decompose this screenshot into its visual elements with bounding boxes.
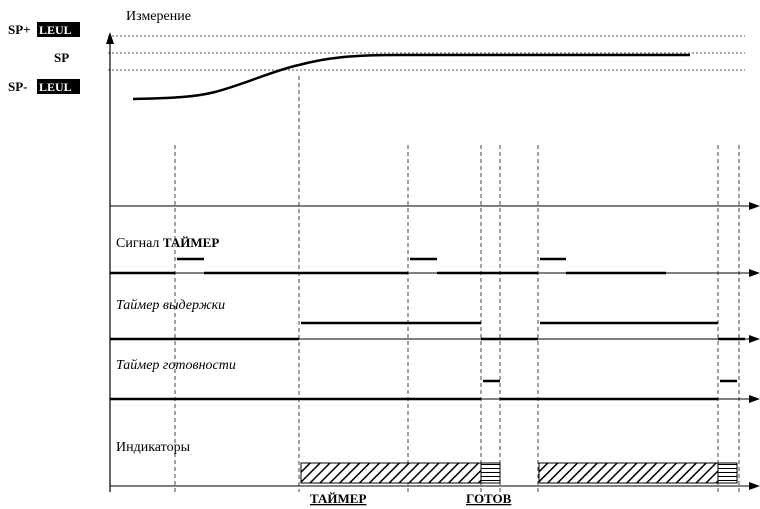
hold-timer-label: Таймер выдержки xyxy=(116,298,225,313)
indicator-bars xyxy=(300,462,738,484)
timer-signal-prefix: Сигнал xyxy=(116,236,163,251)
ready-timer-label: Таймер готовности xyxy=(116,358,236,373)
axis-arrows xyxy=(749,202,760,490)
timer-signal-trace xyxy=(110,257,666,275)
hold-timer-trace xyxy=(110,321,745,341)
sp-plus-box-label: LEUL xyxy=(39,23,72,37)
sp-minus-box-label: LEUL xyxy=(39,80,72,94)
timer-indicator-label: ТАЙМЕР xyxy=(310,491,366,506)
timer-signal-bold: ТАЙМЕР xyxy=(163,235,219,250)
arrow-icon xyxy=(749,482,760,490)
indicators-label: Индикаторы xyxy=(116,440,191,455)
arrow-icon xyxy=(749,335,760,343)
arrow-icon xyxy=(749,269,760,277)
arrow-icon xyxy=(749,395,760,403)
threshold-lines xyxy=(108,35,745,71)
sp-plus-prefix: SP+ xyxy=(8,22,31,37)
sp-plus-box xyxy=(37,22,80,37)
timer-indicator-bar xyxy=(300,462,482,484)
ready-indicator-bar xyxy=(480,462,501,484)
ready-timer-trace xyxy=(110,379,737,401)
measurement-curve xyxy=(132,53,690,101)
ready-indicator-label: ГОТОВ xyxy=(466,491,512,506)
sp-minus-box xyxy=(37,79,80,94)
timer-signal-label: Сигнал ТАЙМЕР xyxy=(116,235,219,251)
ready-indicator-bar xyxy=(717,462,738,484)
arrow-icon xyxy=(749,202,760,210)
sp-label: SP xyxy=(54,50,69,65)
measurement-label: Измерение xyxy=(126,9,191,24)
timer-indicator-bar xyxy=(538,462,719,484)
y-axis-arrow xyxy=(106,32,114,44)
sp-minus-prefix: SP- xyxy=(8,79,28,94)
time-markers xyxy=(174,76,740,492)
